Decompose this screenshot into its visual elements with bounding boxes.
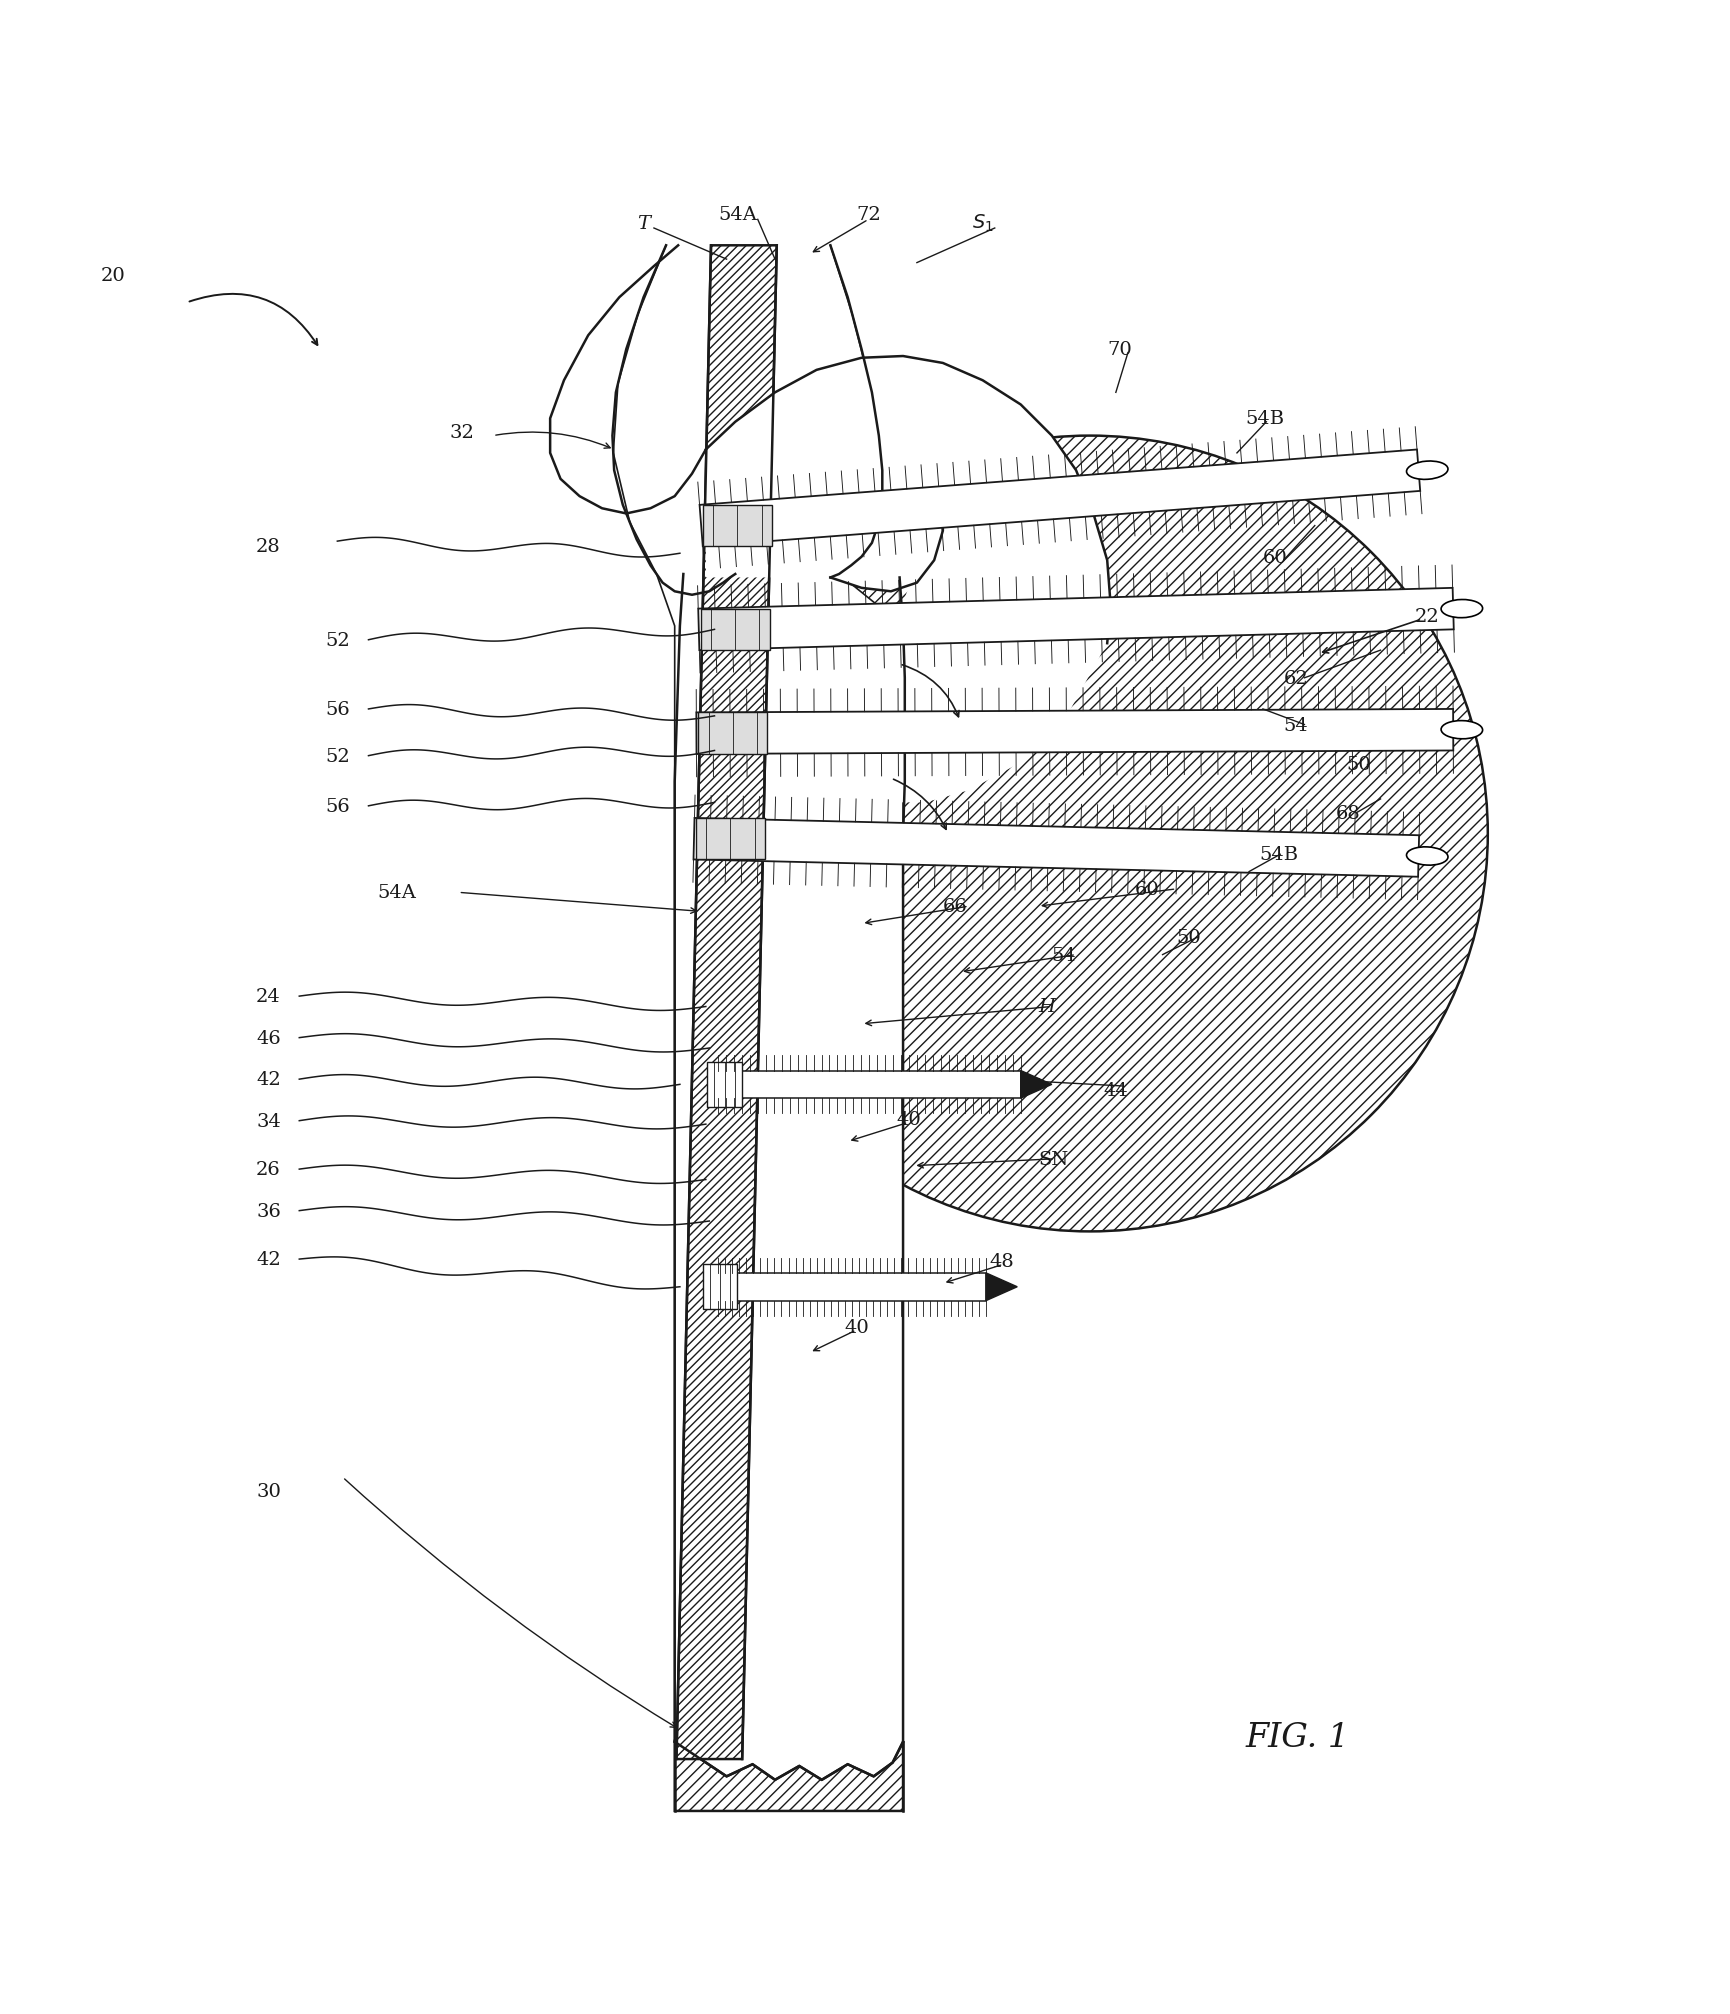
Text: 24: 24 — [256, 987, 280, 1005]
Ellipse shape — [1406, 461, 1448, 479]
Bar — [702, 506, 772, 548]
Circle shape — [692, 437, 1488, 1233]
Polygon shape — [676, 246, 777, 1758]
Polygon shape — [694, 818, 1419, 878]
Polygon shape — [706, 356, 1111, 804]
Text: 20: 20 — [100, 266, 125, 284]
Text: SN: SN — [1038, 1150, 1067, 1168]
Bar — [708, 1061, 742, 1108]
Text: 48: 48 — [990, 1253, 1014, 1271]
Polygon shape — [718, 1071, 1021, 1100]
Text: 50: 50 — [1176, 928, 1201, 947]
Text: 54: 54 — [1284, 717, 1308, 735]
Text: 52: 52 — [325, 747, 349, 765]
Polygon shape — [695, 709, 1453, 755]
Circle shape — [692, 437, 1488, 1233]
Polygon shape — [1021, 1071, 1052, 1100]
Text: 42: 42 — [256, 1251, 280, 1269]
Ellipse shape — [1441, 721, 1483, 739]
Text: 36: 36 — [256, 1202, 280, 1220]
Polygon shape — [675, 1742, 903, 1811]
Text: 40: 40 — [896, 1110, 920, 1128]
Ellipse shape — [1406, 848, 1448, 866]
Text: 54B: 54B — [1259, 846, 1299, 864]
Text: 50: 50 — [1346, 755, 1370, 773]
Text: 26: 26 — [256, 1160, 280, 1178]
Polygon shape — [612, 246, 711, 1742]
Text: 60: 60 — [1263, 548, 1287, 566]
Text: 54: 54 — [1052, 947, 1076, 965]
Text: 52: 52 — [325, 632, 349, 649]
Text: 34: 34 — [256, 1112, 280, 1130]
Bar — [702, 1265, 737, 1309]
Text: 40: 40 — [844, 1317, 868, 1335]
Text: 60: 60 — [1135, 880, 1159, 898]
Text: H: H — [1038, 999, 1055, 1015]
Text: 72: 72 — [856, 205, 881, 224]
Bar — [699, 713, 768, 755]
Text: $S_1$: $S_1$ — [972, 213, 995, 234]
Text: 54A: 54A — [718, 205, 756, 224]
Text: T: T — [637, 215, 650, 234]
Text: 68: 68 — [1336, 804, 1360, 822]
Text: 62: 62 — [1284, 669, 1308, 687]
Text: 70: 70 — [1107, 340, 1131, 358]
Text: 22: 22 — [1415, 606, 1439, 624]
Text: 42: 42 — [256, 1071, 280, 1090]
Polygon shape — [718, 1273, 986, 1301]
Text: 56: 56 — [325, 798, 349, 816]
Text: 66: 66 — [943, 898, 967, 916]
Bar — [701, 610, 770, 651]
Text: 28: 28 — [256, 538, 280, 556]
Text: 46: 46 — [256, 1029, 280, 1047]
Ellipse shape — [1441, 600, 1483, 618]
Text: 44: 44 — [1104, 1082, 1128, 1100]
Text: 56: 56 — [325, 701, 349, 719]
Text: FIG. 1: FIG. 1 — [1246, 1720, 1349, 1752]
Polygon shape — [742, 246, 903, 1742]
Polygon shape — [699, 588, 1453, 651]
Text: 30: 30 — [256, 1482, 280, 1500]
Text: 54B: 54B — [1246, 411, 1285, 429]
Polygon shape — [986, 1273, 1017, 1301]
Bar — [695, 818, 765, 860]
Text: 54A: 54A — [377, 884, 415, 902]
Polygon shape — [699, 451, 1420, 548]
Polygon shape — [676, 246, 777, 1758]
Text: 32: 32 — [450, 423, 474, 441]
